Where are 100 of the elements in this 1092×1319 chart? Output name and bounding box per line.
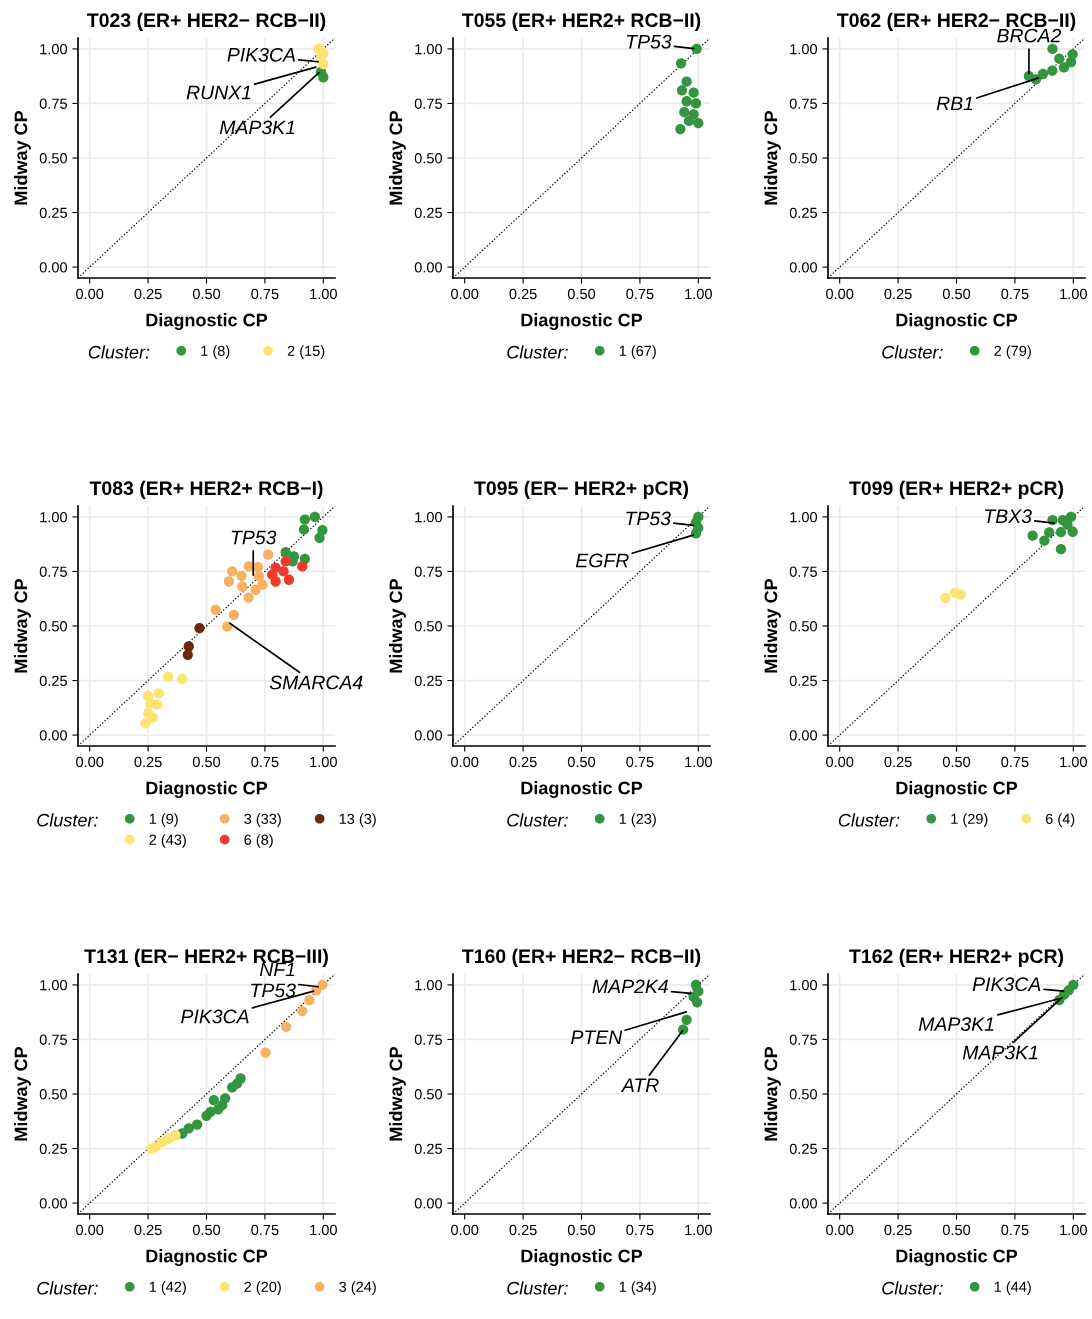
annotation: PIK3CA bbox=[227, 47, 295, 62]
point bbox=[681, 76, 692, 87]
annotation: PIK3CA bbox=[972, 977, 1041, 992]
legend-title: Cluster: bbox=[882, 1281, 943, 1295]
x-tick-label: 0.75 bbox=[626, 1224, 654, 1236]
point bbox=[281, 1021, 292, 1032]
legend-label: 1 (8) bbox=[201, 345, 230, 359]
x-tick-label: 1.00 bbox=[1060, 1224, 1087, 1236]
y-tick-label: 0.00 bbox=[39, 730, 68, 741]
y-tick-label: 1.00 bbox=[40, 980, 68, 991]
annotation: RB1 bbox=[936, 96, 973, 111]
y-axis-title: Midway CP bbox=[14, 110, 31, 205]
x-tick-label: 0.00 bbox=[76, 756, 104, 768]
point bbox=[263, 549, 274, 560]
point bbox=[243, 592, 254, 603]
x-tick-label: 0.50 bbox=[192, 288, 221, 300]
annotation: TP53 bbox=[626, 511, 671, 526]
x-tick-label: 1.00 bbox=[310, 756, 337, 768]
y-axis-title: Midway CP bbox=[764, 1046, 781, 1141]
y-axis-title: Midway CP bbox=[14, 1046, 31, 1141]
point bbox=[192, 1119, 203, 1130]
y-axis-title: Midway CP bbox=[389, 1046, 406, 1141]
chart-title: T055 (ER+ HER2+ RCB−II) bbox=[462, 12, 701, 31]
annotation: TP53 bbox=[231, 530, 277, 545]
y-tick-label: 0.00 bbox=[789, 730, 818, 741]
point bbox=[675, 58, 687, 69]
x-tick-label: 0.25 bbox=[884, 288, 912, 300]
x-tick-label: 0.25 bbox=[134, 288, 162, 300]
point bbox=[201, 1110, 212, 1121]
point bbox=[222, 621, 233, 632]
legend-label: 3 (33) bbox=[244, 813, 281, 827]
annotation: TP53 bbox=[626, 34, 672, 49]
x-axis-title: Diagnostic CP bbox=[896, 313, 1018, 331]
point bbox=[220, 1093, 231, 1104]
legend-title: Cluster: bbox=[507, 1281, 568, 1295]
point bbox=[690, 98, 702, 109]
y-tick-label: 1.00 bbox=[790, 44, 818, 55]
point bbox=[675, 124, 686, 135]
point bbox=[1047, 43, 1058, 55]
legend-label: 2 (20) bbox=[244, 1281, 281, 1295]
y-tick-label: 0.25 bbox=[789, 1143, 817, 1154]
x-tick-label: 0.00 bbox=[451, 288, 479, 300]
annotation: ATR bbox=[620, 1078, 659, 1092]
y-axis-title: Midway CP bbox=[14, 578, 31, 673]
point bbox=[304, 995, 315, 1006]
point bbox=[227, 566, 238, 577]
point bbox=[688, 87, 699, 98]
annotation: EGFR bbox=[575, 553, 629, 568]
y-tick-label: 0.00 bbox=[789, 1198, 818, 1209]
x-tick-label: 1.00 bbox=[685, 756, 712, 768]
point bbox=[1065, 56, 1077, 68]
x-tick-label: 0.00 bbox=[826, 756, 854, 768]
x-axis-title: Diagnostic CP bbox=[146, 1249, 268, 1267]
y-tick-label: 0.00 bbox=[414, 730, 443, 741]
y-tick-label: 1.00 bbox=[415, 44, 443, 55]
x-tick-label: 1.00 bbox=[685, 288, 712, 300]
x-tick-label: 0.00 bbox=[451, 1224, 479, 1236]
legend-label: 6 (8) bbox=[244, 834, 273, 848]
annotation: TBX3 bbox=[985, 509, 1032, 524]
y-tick-label: 1.00 bbox=[790, 980, 818, 991]
x-tick-label: 1.00 bbox=[1060, 288, 1087, 300]
annotation: MAP3K1 bbox=[962, 1045, 1038, 1060]
y-tick-label: 0.00 bbox=[39, 1198, 68, 1209]
y-tick-label: 1.00 bbox=[40, 512, 68, 523]
x-tick-label: 0.25 bbox=[134, 1224, 162, 1236]
x-tick-label: 0.75 bbox=[1001, 1224, 1029, 1236]
x-tick-label: 0.75 bbox=[251, 756, 279, 768]
y-axis-title: Midway CP bbox=[389, 578, 406, 673]
y-tick-label: 0.50 bbox=[789, 153, 818, 164]
y-tick-label: 0.25 bbox=[39, 675, 67, 686]
y-tick-label: 0.00 bbox=[789, 262, 818, 273]
x-tick-label: 0.75 bbox=[1001, 756, 1029, 768]
y-tick-label: 0.50 bbox=[414, 1089, 443, 1100]
point bbox=[208, 1094, 219, 1106]
legend-label: 2 (15) bbox=[287, 345, 325, 359]
legend-title: Cluster: bbox=[37, 813, 98, 827]
y-tick-label: 0.75 bbox=[414, 566, 442, 577]
point bbox=[280, 556, 291, 567]
x-tick-label: 1.00 bbox=[310, 1224, 337, 1236]
point bbox=[1037, 68, 1049, 80]
annotation: RUNX1 bbox=[186, 85, 251, 100]
chart-title: T083 (ER+ HER2+ RCB−I) bbox=[89, 480, 323, 499]
point bbox=[1058, 62, 1070, 73]
point bbox=[1027, 530, 1038, 541]
y-axis-title: Midway CP bbox=[764, 110, 781, 205]
point bbox=[213, 1104, 224, 1115]
y-tick-label: 1.00 bbox=[790, 512, 818, 523]
y-tick-label: 0.75 bbox=[414, 98, 442, 109]
y-tick-label: 0.50 bbox=[39, 621, 68, 632]
point bbox=[260, 1047, 271, 1058]
annotation: MAP3K1 bbox=[219, 120, 295, 135]
x-tick-label: 0.00 bbox=[826, 288, 854, 300]
y-tick-label: 0.25 bbox=[789, 675, 817, 686]
legend-label: 3 (24) bbox=[339, 1281, 376, 1295]
x-tick-label: 0.50 bbox=[567, 756, 596, 768]
legend-label: 1 (67) bbox=[619, 345, 656, 359]
point bbox=[940, 592, 951, 603]
point bbox=[692, 997, 703, 1008]
y-tick-label: 0.00 bbox=[39, 262, 68, 273]
point bbox=[182, 649, 193, 660]
